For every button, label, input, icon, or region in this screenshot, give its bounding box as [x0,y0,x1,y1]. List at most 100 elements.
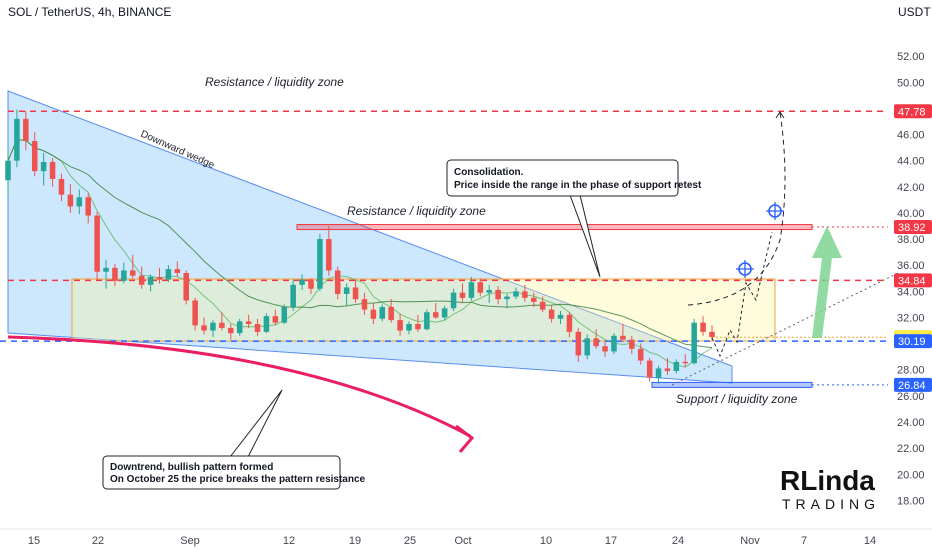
candle-body [432,312,439,318]
candle-body [317,239,323,289]
candle-body [620,335,626,340]
candle-body [691,322,697,364]
y-tick-label: 38.00 [897,234,925,246]
x-tick-label: 19 [349,535,361,547]
candle-body [272,316,279,323]
y-tick-label: 32.00 [897,312,925,324]
candle-body [290,284,296,308]
rlinda-logo: RLinda TRADING [780,465,875,512]
consolidation-line1: Consolidation. [454,167,524,178]
price-badge-label: 30.19 [898,336,926,348]
candle-body [67,194,74,207]
time-axis[interactable]: 15 22 Sep 12 19 25 Oct 10 17 24 Nov 7 14 [0,528,932,547]
x-tick-label: 10 [540,535,552,547]
resistance-zone-label-top: Resistance / liquidity zone [205,75,344,89]
downtrend-curve [7,335,471,438]
candle-body [700,322,706,332]
price-badge-label: 34.84 [898,275,926,287]
candle-body [343,287,350,294]
symbol-title[interactable]: SOL / TetherUS, 4h, BINANCE [8,5,171,19]
candle-body [548,309,555,319]
projection-arrowhead [775,111,785,119]
candle-body [646,360,653,378]
target-icon[interactable] [736,260,754,278]
candle-body [593,338,599,347]
bullish-arrow [812,226,842,338]
candle-body [575,331,582,356]
candle-body [76,197,83,207]
ma-fast-line [7,139,713,368]
candle-body [602,346,608,352]
consolidation-range[interactable] [71,278,776,342]
candle-body [112,267,118,281]
y-tick-label: 46.00 [897,130,925,142]
candle-body [14,118,20,161]
candle-body [228,327,234,334]
candle-body [326,239,332,271]
candle-body [629,339,635,349]
candle-body [281,307,288,323]
projection-dashed-curve [687,111,786,306]
candle-body [174,269,181,274]
candle-body [531,297,537,302]
y-tick-label: 34.00 [897,286,925,298]
downtrend-callout[interactable] [102,455,341,490]
candle-body [370,309,377,319]
currency-label: USDT [898,5,931,19]
candle-body [557,314,564,319]
x-tick-label: 24 [672,535,684,547]
consolidation-line2: Price inside the range in the phase of s… [454,180,702,191]
candle-body [566,314,573,332]
y-tick-label: 44.00 [897,156,925,168]
candle-body [138,275,145,285]
candle-body [611,335,617,352]
y-tick-label: 20.00 [897,469,925,481]
candle-body [539,301,546,310]
resistance-zone-label-mid: Resistance / liquidity zone [347,204,486,218]
candle-body [673,361,680,372]
x-tick-label: 17 [605,535,617,547]
target-icon[interactable] [766,202,784,220]
price-level-band [296,224,813,231]
logo-letters: RLinda [780,465,875,496]
candle-body [236,321,243,334]
consolidation-callout[interactable] [446,159,679,197]
y-tick-label: 42.00 [897,182,925,194]
candle-body [201,325,207,331]
price-badge [894,377,932,392]
candle-body [334,270,341,294]
candle-body [94,215,100,272]
candle-body [103,267,109,272]
y-tick-label: 52.00 [897,51,925,63]
x-tick-label: 14 [864,535,876,547]
y-tick-label: 36.00 [897,260,925,272]
candle-body [424,312,430,330]
x-tick-label: 7 [801,535,807,547]
x-tick-label: Oct [454,535,471,547]
candle-body [183,273,189,301]
support-zone-label: Support / liquidity zone [676,392,798,406]
downtrend-line2: On October 25 the price breaks the patte… [110,474,366,485]
ma-slow-line [7,139,713,349]
candle-body [664,368,671,372]
candle-body [121,270,127,281]
candle-body [361,299,368,310]
candle-body [504,296,510,300]
price-badge-label: 47.78 [898,106,926,118]
candle-body [441,308,448,318]
price-badge [894,220,932,235]
candle-body [85,197,91,216]
y-tick-label: 18.00 [897,495,925,507]
candle-body [31,141,38,172]
consolidation-callout-pointer [569,194,601,278]
projection-zigzag [711,231,773,358]
candle-body [352,287,359,300]
candle-body [709,331,715,338]
candle-body [147,276,154,285]
candle-body [308,279,314,289]
candle-body [156,276,163,280]
y-tick-label: 28.00 [897,365,925,377]
candle-body [263,316,270,332]
